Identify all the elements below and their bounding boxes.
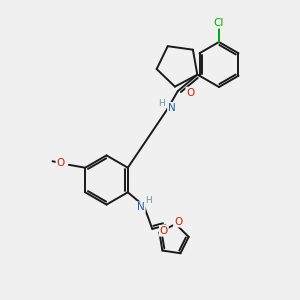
Text: N: N (137, 202, 145, 212)
Text: O: O (174, 217, 182, 226)
Text: H: H (146, 196, 152, 205)
Text: N: N (168, 103, 176, 113)
Text: H: H (158, 99, 165, 108)
Text: O: O (160, 226, 168, 236)
Text: O: O (56, 158, 65, 168)
Text: Cl: Cl (214, 17, 224, 28)
Text: O: O (186, 88, 194, 98)
